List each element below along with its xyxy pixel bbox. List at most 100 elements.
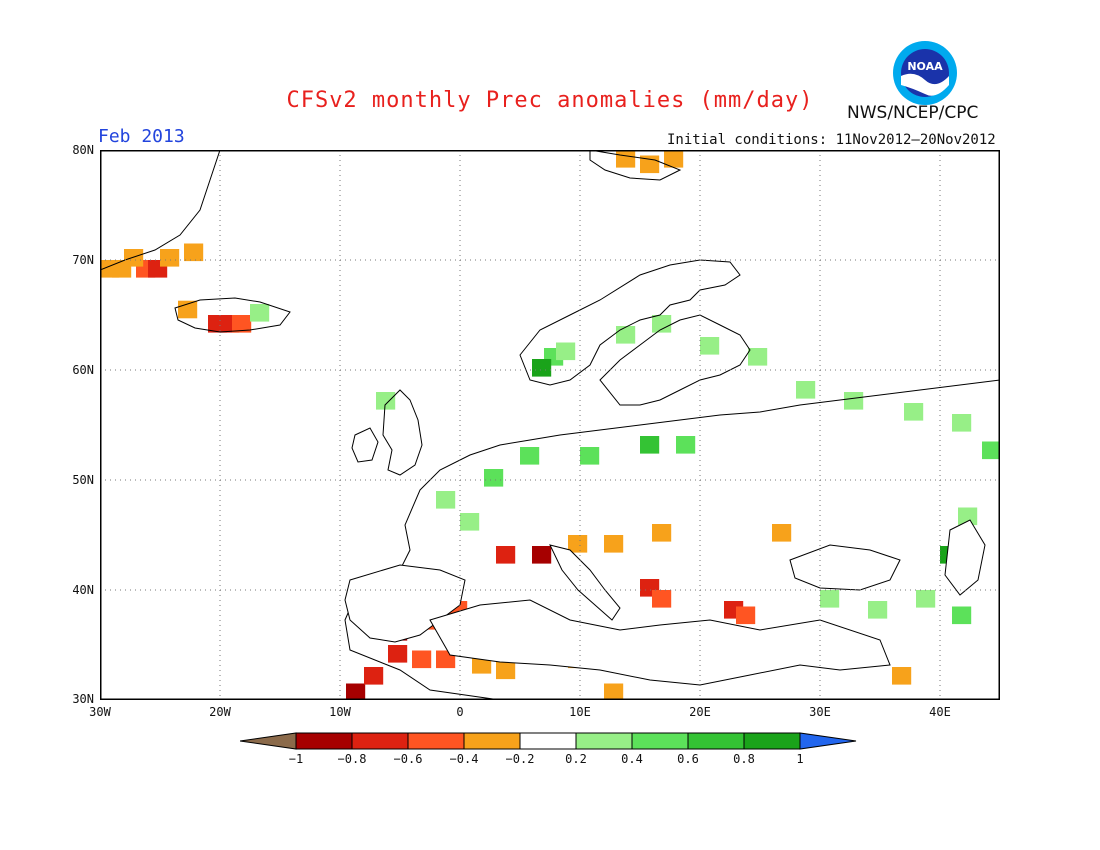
anomaly-cell bbox=[952, 414, 972, 432]
anomaly-cell bbox=[460, 513, 480, 531]
agency-label: NWS/NCEP/CPC bbox=[847, 103, 979, 123]
colorbar-tick-label: 0.6 bbox=[677, 752, 699, 766]
anomaly-map bbox=[100, 150, 1000, 700]
colorbar-upper-arrow bbox=[799, 732, 857, 750]
anomaly-cell bbox=[160, 249, 180, 267]
lat-label: 80N bbox=[72, 143, 94, 157]
colorbar-tick-label: 0.8 bbox=[733, 752, 755, 766]
anomaly-cell bbox=[676, 436, 696, 454]
anomaly-cell bbox=[616, 326, 636, 344]
anomaly-cell bbox=[178, 300, 198, 319]
lat-label: 40N bbox=[72, 583, 94, 597]
colorbar-tick-label: −0.2 bbox=[505, 752, 535, 766]
lon-label: 30E bbox=[809, 705, 831, 719]
map-svg bbox=[100, 150, 1000, 700]
anomaly-cell bbox=[652, 590, 672, 608]
colorbar-segment bbox=[463, 732, 521, 750]
chart-title: CFSv2 monthly Prec anomalies (mm/day) bbox=[286, 88, 814, 113]
anomaly-cell bbox=[412, 650, 432, 669]
coastline-mediterranean bbox=[429, 599, 891, 686]
colorbar bbox=[239, 732, 860, 750]
lon-label: 10W bbox=[329, 705, 351, 719]
colorbar-segment bbox=[575, 732, 633, 750]
anomaly-cell bbox=[772, 524, 792, 542]
lon-label: 20W bbox=[209, 705, 231, 719]
anomaly-cell bbox=[496, 546, 516, 564]
lat-label: 60N bbox=[72, 363, 94, 377]
lat-label: 70N bbox=[72, 253, 94, 267]
anomaly-cell bbox=[532, 546, 552, 564]
colorbar-tick-label: −0.6 bbox=[393, 752, 423, 766]
colorbar-segment bbox=[743, 732, 801, 750]
colorbar-segment bbox=[351, 732, 409, 750]
colorbar-segment bbox=[631, 732, 689, 750]
coastline-scandinavia bbox=[519, 259, 741, 386]
colorbar-tick-label: 0.4 bbox=[621, 752, 643, 766]
lon-label: 10E bbox=[569, 705, 591, 719]
anomaly-cell bbox=[868, 601, 888, 619]
anomaly-cell bbox=[904, 403, 924, 421]
colorbar-segment bbox=[687, 732, 745, 750]
lon-label: 0 bbox=[456, 705, 464, 719]
colorbar-svg bbox=[239, 732, 857, 750]
anomaly-cell bbox=[616, 150, 636, 168]
anomaly-cell bbox=[484, 469, 504, 487]
anomaly-cell bbox=[346, 683, 366, 700]
coastline-iceland bbox=[174, 297, 291, 333]
coastline-britain bbox=[382, 389, 423, 476]
anomaly-cell bbox=[580, 447, 600, 465]
anomaly-cell bbox=[388, 645, 408, 663]
anomaly-cell bbox=[652, 524, 672, 542]
coastline-black-sea bbox=[789, 544, 901, 591]
coastline-sweden-finland bbox=[599, 314, 751, 406]
coastline-caspian bbox=[944, 519, 986, 596]
colorbar-tick-label: 1 bbox=[796, 752, 804, 766]
anomaly-cell bbox=[796, 381, 816, 399]
anomaly-cell bbox=[916, 590, 936, 608]
anomaly-cell bbox=[532, 359, 552, 377]
colorbar-segment bbox=[295, 732, 353, 750]
anomaly-cell bbox=[604, 535, 624, 553]
anomaly-cell bbox=[184, 243, 204, 262]
lon-label: 40E bbox=[929, 705, 951, 719]
lat-label: 50N bbox=[72, 473, 94, 487]
colorbar-segment bbox=[407, 732, 465, 750]
forecast-month: Feb 2013 bbox=[98, 126, 185, 147]
anomaly-cell bbox=[640, 436, 660, 454]
lon-label: 20E bbox=[689, 705, 711, 719]
initial-conditions: Initial conditions: 11Nov2012–20Nov2012 bbox=[667, 132, 996, 148]
noaa-logo: NOAA bbox=[892, 40, 958, 106]
anomaly-cell bbox=[556, 342, 576, 361]
anomaly-cell bbox=[250, 304, 270, 322]
graticule bbox=[100, 150, 1000, 700]
colorbar-lower-arrow bbox=[239, 732, 297, 750]
anomaly-cell bbox=[652, 315, 672, 333]
anomaly-cell bbox=[604, 683, 624, 700]
colorbar-tick-label: −1 bbox=[288, 752, 304, 766]
coastline-greenland bbox=[100, 150, 221, 271]
coastlines bbox=[100, 150, 1000, 700]
anomaly-cell bbox=[952, 606, 972, 625]
anomaly-cell bbox=[982, 441, 1000, 460]
coastline-italy bbox=[549, 544, 621, 621]
noaa-logo-text: NOAA bbox=[907, 60, 943, 73]
anomaly-cell bbox=[496, 661, 516, 680]
anomaly-cell bbox=[664, 150, 684, 168]
anomaly-cell bbox=[892, 667, 912, 685]
lat-label: 30N bbox=[72, 692, 94, 706]
colorbar-tick-label: −0.8 bbox=[337, 752, 367, 766]
anomaly-cell bbox=[376, 392, 396, 410]
anomaly-cell bbox=[748, 348, 768, 366]
anomaly-cell bbox=[364, 667, 384, 685]
anomaly-cell bbox=[958, 507, 978, 526]
map-frame bbox=[100, 150, 1000, 700]
anomaly-cell bbox=[568, 535, 588, 553]
lon-label: 30W bbox=[89, 705, 111, 719]
anomaly-cell bbox=[820, 590, 840, 608]
colorbar-segment bbox=[519, 732, 577, 750]
anomaly-cell bbox=[436, 491, 456, 509]
anomaly-cell bbox=[700, 337, 720, 355]
anomaly-cell bbox=[232, 315, 252, 333]
coastline-ireland bbox=[351, 427, 379, 463]
colorbar-tick-label: 0.2 bbox=[565, 752, 587, 766]
